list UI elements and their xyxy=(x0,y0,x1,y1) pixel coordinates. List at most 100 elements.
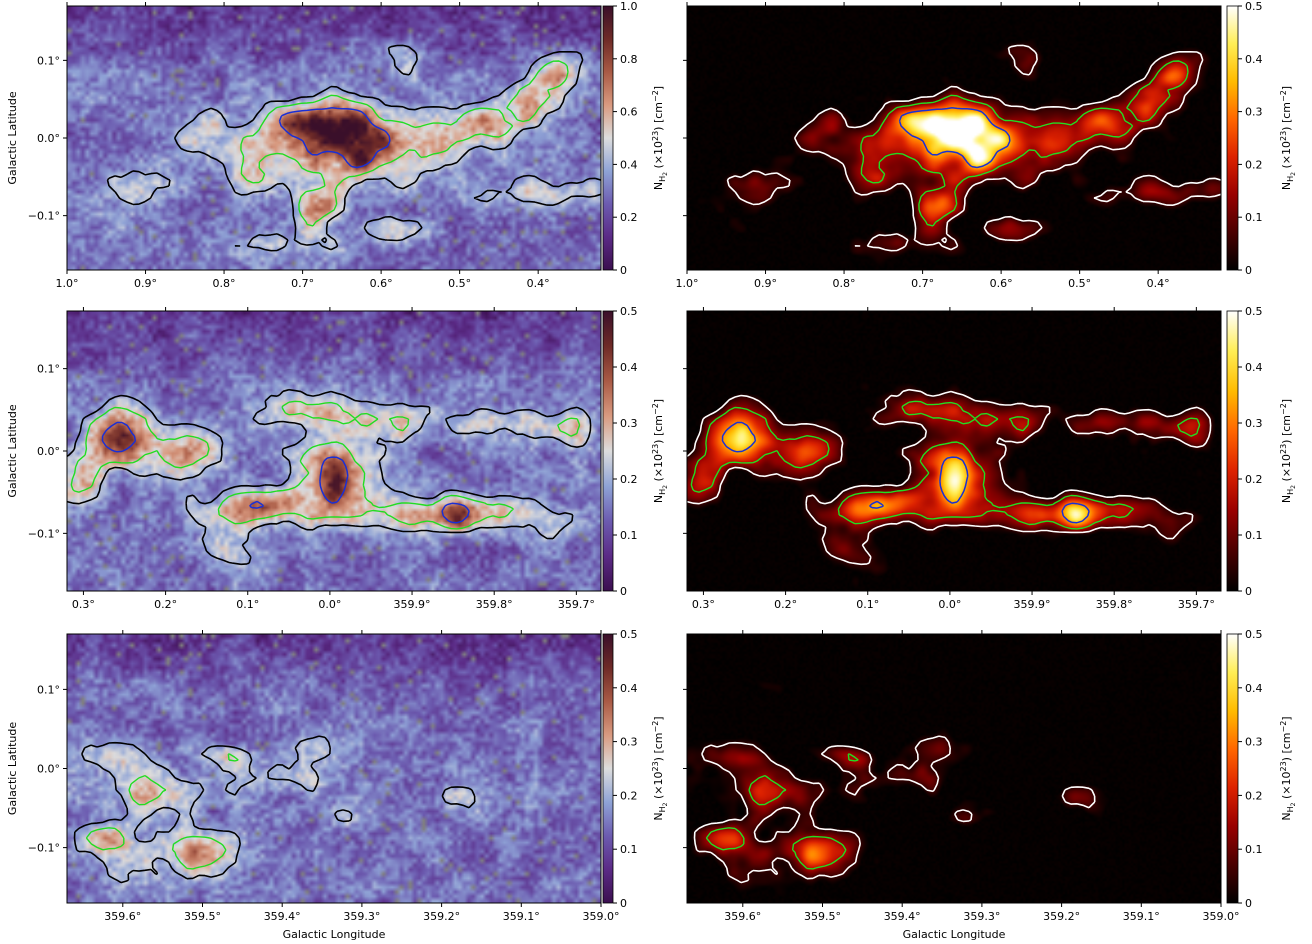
colorbar-tick-label: 0.3 xyxy=(1245,417,1263,430)
x-tick-label: 359.3° xyxy=(343,910,380,923)
contours xyxy=(686,388,1212,566)
colorbar-tick-label: 0.5 xyxy=(1245,305,1263,318)
x-tick-label: 359.1° xyxy=(1123,910,1160,923)
colorbar-tick-label: 0.2 xyxy=(1245,158,1263,171)
colorbar-label: NH2 (×1023) [cm−2] xyxy=(1279,716,1297,820)
colorbar xyxy=(602,633,614,904)
colorbar-tick-label: 0.1 xyxy=(1245,211,1263,224)
colorbar-tick-label: 0.2 xyxy=(1245,789,1263,802)
colorbar-tick-label: 1.0 xyxy=(620,0,638,13)
x-tick-label: 359.9° xyxy=(1014,598,1051,611)
x-tick-label: 0.3° xyxy=(72,598,95,611)
contour-low xyxy=(66,388,592,566)
colorbar-tick-label: 0 xyxy=(620,585,627,598)
x-tick-label: 359.5° xyxy=(804,910,841,923)
panel-row2-left: 0.3° 0.2° 0.1° 0.0° 359.9° 359.8° 359.7° 0.1° 0.… xyxy=(6,305,669,611)
colorbar-label: NH2 (×1023) [cm−2] xyxy=(1279,399,1297,503)
colorbar-label: NH2 (×1023) [cm−2] xyxy=(651,399,669,503)
colorbar-tick-label: 0.1 xyxy=(1245,529,1263,542)
y-tick-label: 0.0° xyxy=(37,763,60,776)
x-tick-label: 0.8° xyxy=(213,277,236,290)
colorbar-tick-label: 0.2 xyxy=(620,211,638,224)
colorbar-tick-label: 0.2 xyxy=(1245,473,1263,486)
y-tick-label: 0.1° xyxy=(37,54,60,67)
x-tick-label: 0.3° xyxy=(692,598,715,611)
y-axis-label: Galactic Latitude xyxy=(6,722,19,816)
contour-mid xyxy=(85,753,239,870)
x-tick-label: 0.4° xyxy=(527,277,550,290)
contour-mid xyxy=(690,400,1201,530)
panel-row3-right: 359.6° 359.5° 359.4° 359.3° 359.2° 359.1° 359.… xyxy=(683,628,1297,941)
colorbar-tick-label: 0.8 xyxy=(620,53,638,66)
x-tick-label: 359.6° xyxy=(724,910,761,923)
x-tick-label: 359.2° xyxy=(1043,910,1080,923)
panel-row3-left: 359.6° 359.5° 359.4° 359.3° 359.2° 359.1° 359.… xyxy=(6,628,669,941)
colorbar-tick-label: 0 xyxy=(620,264,627,277)
x-tick-label: 359.4° xyxy=(884,910,921,923)
y-tick-label: 0.1° xyxy=(37,363,60,376)
colorbar-tick-label: 0.3 xyxy=(1245,106,1263,119)
x-tick-label: 0.6° xyxy=(370,277,393,290)
x-tick-label: 359.7° xyxy=(1178,598,1215,611)
contour-high xyxy=(278,107,391,169)
x-tick-label: 359.0° xyxy=(1203,910,1240,923)
contour-mid xyxy=(70,400,581,530)
colorbar-tick-label: 0 xyxy=(1245,264,1252,277)
colorbar xyxy=(602,310,614,592)
y-tick-label: 0.0° xyxy=(37,445,60,458)
colorbar-tick-label: 0.5 xyxy=(620,305,638,318)
x-tick-label: 0.1° xyxy=(236,598,259,611)
contours xyxy=(726,44,1222,252)
colorbar-tick-label: 0.2 xyxy=(620,473,638,486)
colorbar-tick-label: 0.3 xyxy=(1245,736,1263,749)
x-tick-label: 0.7° xyxy=(291,277,314,290)
y-axis-label: Galactic Latitude xyxy=(6,91,19,185)
x-tick-label: 0.9° xyxy=(754,277,777,290)
colorbar-tick-label: 0 xyxy=(620,897,627,910)
x-tick-label: 0.0° xyxy=(318,598,341,611)
x-tick-label: 359.7° xyxy=(558,598,595,611)
density-map xyxy=(687,634,1221,903)
contour-low xyxy=(73,735,476,884)
x-tick-label: 359.8° xyxy=(1096,598,1133,611)
density-map xyxy=(67,6,601,270)
x-tick-label: 0.5° xyxy=(448,277,471,290)
colorbar-tick-label: 0.3 xyxy=(620,736,638,749)
x-tick-label: 1.0° xyxy=(676,277,699,290)
x-tick-label: 359.0° xyxy=(583,910,620,923)
x-tick-label: 359.4° xyxy=(264,910,301,923)
contours xyxy=(693,735,1096,884)
colorbar-tick-label: 0.1 xyxy=(1245,843,1263,856)
colorbar xyxy=(1226,633,1239,904)
y-tick-label: −0.1° xyxy=(28,210,60,223)
density-map xyxy=(687,6,1221,270)
contour-low xyxy=(726,44,1222,252)
x-tick-label: 0.0° xyxy=(938,598,961,611)
contour-low xyxy=(106,44,602,252)
colorbar-tick-label: 0.1 xyxy=(620,843,638,856)
x-tick-label: 359.1° xyxy=(503,910,540,923)
x-tick-label: 0.5° xyxy=(1068,277,1091,290)
contours xyxy=(73,735,476,884)
panel-row2-right: 0.3° 0.2° 0.1° 0.0° 359.9° 359.8° 359.7° 0 0.1 0.… xyxy=(683,305,1297,611)
colorbar-label: NH2 (×1023) [cm−2] xyxy=(651,86,669,190)
colorbar-tick-label: 0.4 xyxy=(1245,361,1263,374)
colorbar-tick-label: 0.4 xyxy=(620,158,638,171)
colorbar-tick-label: 0.2 xyxy=(620,789,638,802)
contours xyxy=(106,44,602,252)
colorbar xyxy=(1226,5,1239,271)
contour-mid xyxy=(705,753,859,870)
colorbar-tick-label: 0.5 xyxy=(1245,628,1263,641)
x-tick-label: 359.5° xyxy=(184,910,221,923)
contour-mid xyxy=(860,60,1189,227)
x-tick-label: 0.6° xyxy=(990,277,1013,290)
colorbar-tick-label: 0 xyxy=(1245,897,1252,910)
x-tick-label: 0.7° xyxy=(911,277,934,290)
x-axis-label: Galactic Longitude xyxy=(903,928,1006,941)
colorbar-tick-label: 0 xyxy=(1245,585,1252,598)
x-tick-label: 0.2° xyxy=(154,598,177,611)
density-map xyxy=(687,311,1221,591)
x-tick-label: 0.9° xyxy=(134,277,157,290)
x-tick-label: 359.9° xyxy=(394,598,431,611)
